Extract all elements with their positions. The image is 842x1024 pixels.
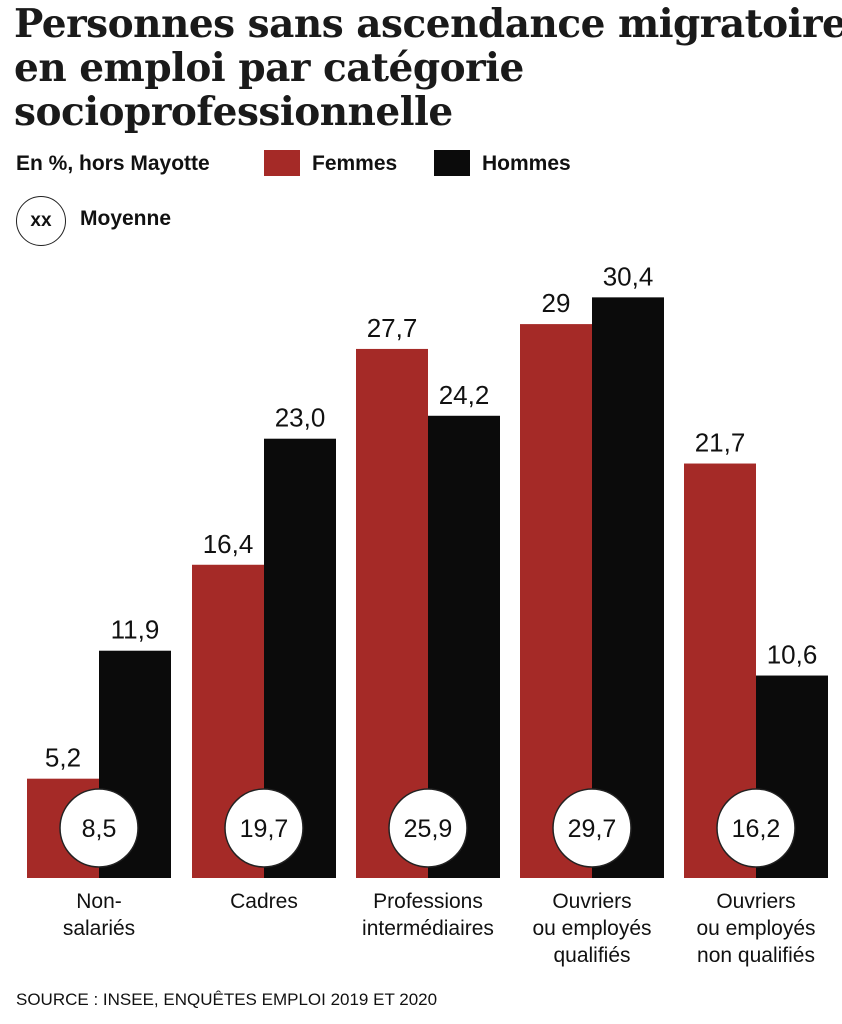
average-circle-2: [388, 788, 468, 868]
value-label-hommes-1: 23,0: [275, 403, 326, 433]
bar-femmes-3: [520, 324, 592, 879]
value-label-femmes-2: 27,7: [367, 313, 418, 343]
category-label-3-line-1: ou employés: [532, 917, 651, 940]
average-circle-4: [716, 788, 796, 868]
category-label-3-line-0: Ouvriers: [552, 890, 631, 913]
legend-swatch-hommes: [434, 150, 470, 176]
value-label-hommes-0: 11,9: [111, 615, 160, 645]
average-label-3: 29,7: [568, 815, 617, 843]
bar-femmes-2: [356, 348, 428, 878]
chart-title-line-3: socioprofessionnelle: [14, 89, 453, 135]
legend-average-circle: xx: [16, 196, 66, 246]
chart-title: Personnes sans ascendance migratoire en …: [14, 1, 842, 135]
average-label-4: 16,2: [732, 815, 781, 843]
chart-title-line-1: Personnes sans ascendance migratoire: [14, 1, 842, 47]
average-label-0: 8,5: [82, 815, 117, 843]
category-label-1-line-0: Cadres: [230, 890, 298, 913]
category-label-4-line-0: Ouvriers: [716, 890, 795, 913]
legend-swatch-femmes: [264, 150, 300, 176]
value-label-femmes-4: 21,7: [695, 428, 746, 458]
value-label-hommes-2: 24,2: [439, 380, 490, 410]
value-label-hommes-3: 30,4: [603, 261, 654, 291]
value-label-femmes-1: 16,4: [203, 529, 254, 559]
category-label-2-line-0: Professions: [373, 890, 483, 913]
bar-hommes-3: [592, 297, 664, 878]
category-label-4-line-1: ou employés: [696, 917, 815, 940]
unit-label: En %, hors Mayotte: [16, 152, 210, 175]
source-note: SOURCE : INSEE, ENQUÊTES EMPLOI 2019 ET …: [16, 990, 438, 1009]
average-label-2: 25,9: [404, 815, 453, 843]
value-label-femmes-0: 5,2: [45, 743, 81, 773]
value-label-femmes-3: 29: [542, 288, 571, 318]
value-label-hommes-4: 10,6: [767, 640, 818, 670]
legend-label-hommes: Hommes: [482, 152, 571, 175]
legend-label-femmes: Femmes: [312, 152, 398, 175]
average-circle-3: [552, 788, 632, 868]
chart-title-line-2: en emploi par catégorie: [14, 45, 524, 91]
category-label-0-line-0: Non-: [76, 890, 122, 913]
average-label-1: 19,7: [240, 815, 289, 843]
legend-average-label: Moyenne: [80, 207, 172, 230]
category-label-2-line-1: intermédiaires: [362, 917, 494, 940]
category-label-0-line-1: salariés: [63, 917, 135, 940]
average-circle-0: [59, 788, 139, 868]
category-label-4-line-2: non qualifiés: [697, 944, 815, 967]
category-label-3-line-2: qualifiés: [553, 944, 630, 967]
average-circle-1: [224, 788, 304, 868]
